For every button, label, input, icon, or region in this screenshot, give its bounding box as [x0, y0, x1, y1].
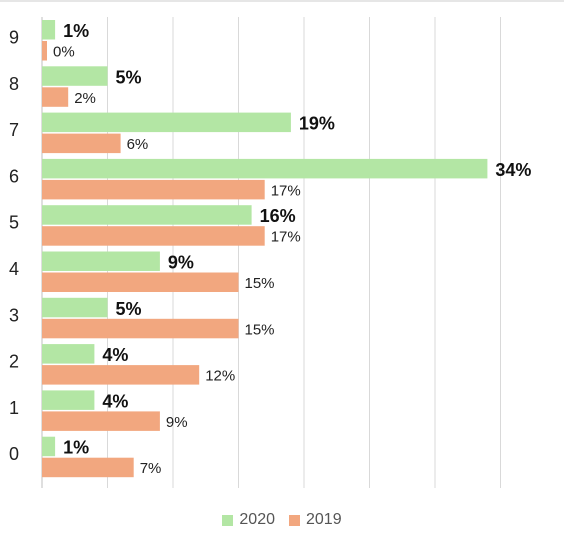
y-tick-label: 7	[9, 120, 19, 140]
data-label-2020: 9%	[168, 253, 194, 273]
data-label-2019: 0%	[53, 44, 75, 61]
y-tick-label: 3	[9, 305, 19, 325]
legend-item-2020: 2020	[222, 511, 275, 529]
data-label-2020: 4%	[102, 391, 128, 411]
y-tick-labels: 0 1 2 3 4 5 6 7 8 9	[9, 28, 19, 465]
legend: 2020 2019	[0, 507, 564, 533]
bar-2020	[42, 205, 252, 225]
y-tick-label: 9	[9, 28, 19, 48]
bar-2019	[42, 457, 134, 478]
bar-2019	[42, 179, 265, 200]
legend-swatch-2020	[222, 514, 234, 526]
legend-item-2019: 2019	[289, 511, 342, 529]
data-label-2019: 12%	[205, 368, 235, 385]
data-label-2020: 5%	[116, 67, 142, 87]
data-label-2020: 1%	[63, 21, 89, 41]
bar-2019	[42, 318, 239, 339]
bar-2019	[42, 365, 200, 385]
data-label-2019: 6%	[127, 136, 149, 153]
bar-2019	[42, 87, 69, 107]
data-label-2020: 5%	[116, 299, 142, 319]
bar-2020	[42, 390, 95, 410]
bar-2020	[42, 20, 56, 40]
bar-2019	[42, 41, 47, 61]
bar-2020	[42, 251, 160, 271]
bar-2019	[42, 133, 121, 154]
data-label-2020: 34%	[495, 160, 531, 180]
y-tick-label: 1	[9, 398, 19, 418]
bar-2020	[42, 344, 95, 364]
data-label-2019: 2%	[74, 90, 96, 107]
data-label-2020: 4%	[102, 345, 128, 365]
legend-swatch-2019	[289, 514, 300, 526]
bar-2019	[42, 272, 239, 292]
data-label-2019: 9%	[166, 414, 188, 431]
bar-2020	[42, 66, 108, 86]
data-label-2020: 19%	[299, 114, 335, 134]
y-tick-label: 8	[9, 74, 19, 94]
bar-2020	[42, 297, 108, 318]
bar-2019	[42, 226, 265, 246]
bar-2020	[42, 112, 291, 133]
data-labels: 1% 7% 4% 9% 4% 12% 5% 15% 9% 15% 16% 17% 34% 17% 19% 6%…	[53, 21, 531, 477]
data-label-2019: 17%	[271, 182, 301, 199]
y-tick-label: 2	[9, 352, 19, 372]
bar-2020	[42, 436, 56, 457]
data-label-2019: 7%	[140, 460, 162, 477]
bars	[42, 20, 488, 478]
bar-2020	[42, 158, 488, 179]
data-label-2020: 16%	[260, 206, 296, 226]
data-label-2020: 1%	[63, 438, 89, 458]
y-tick-label: 5	[9, 213, 19, 233]
legend-label-2019: 2019	[306, 511, 342, 528]
y-tick-label: 0	[9, 444, 19, 464]
legend-label-2020: 2020	[239, 511, 275, 528]
y-tick-label: 4	[9, 259, 19, 279]
data-label-2019: 15%	[245, 275, 275, 292]
data-label-2019: 17%	[271, 229, 301, 246]
bar-2019	[42, 411, 160, 431]
data-label-2019: 15%	[245, 321, 275, 338]
y-tick-label: 6	[9, 166, 19, 186]
